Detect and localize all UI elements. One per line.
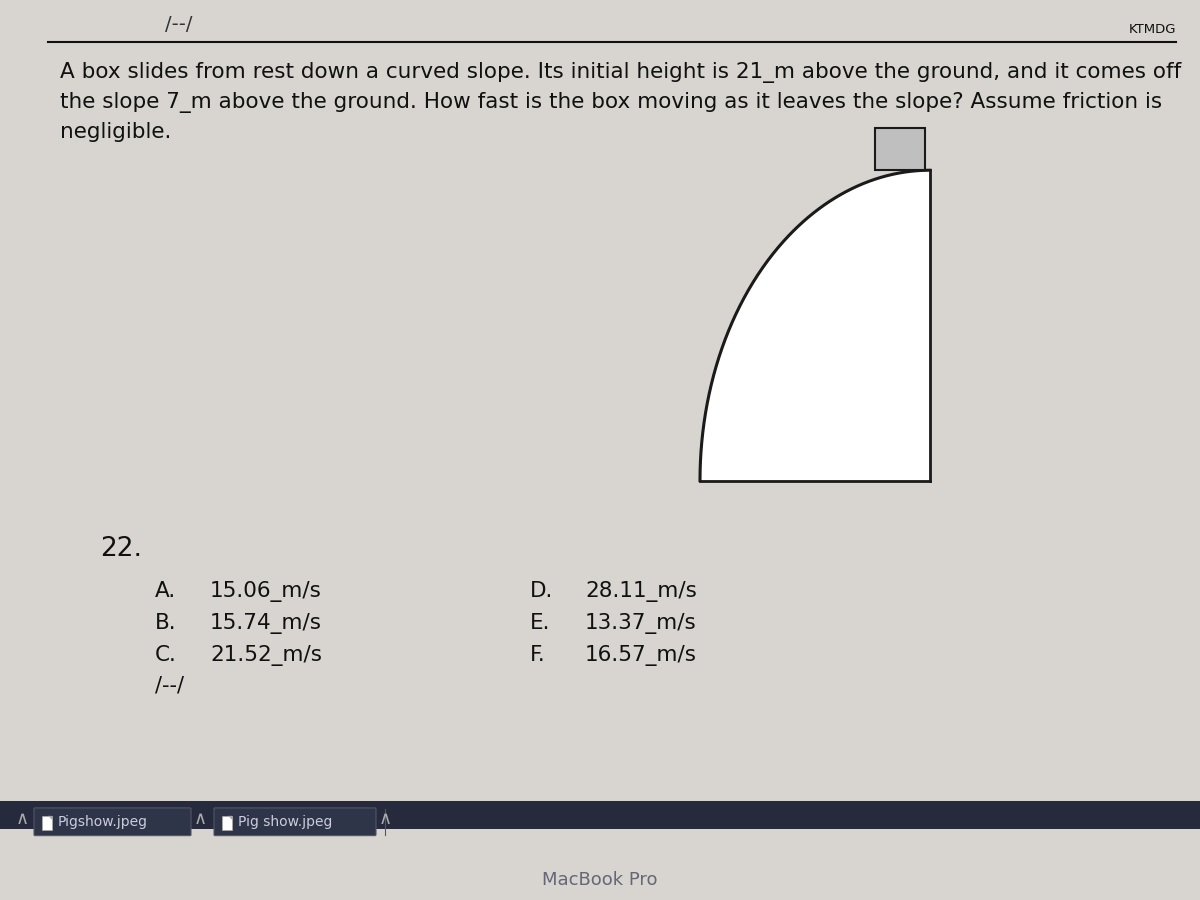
- Text: negligible.: negligible.: [60, 122, 172, 142]
- Text: A.: A.: [155, 580, 176, 600]
- Polygon shape: [228, 815, 232, 820]
- Bar: [42, 815, 52, 830]
- Text: 28.11_m/s: 28.11_m/s: [586, 580, 697, 602]
- Text: the slope 7_m above the ground. How fast is the box moving as it leaves the slop: the slope 7_m above the ground. How fast…: [60, 92, 1162, 113]
- Bar: [0, 801, 1200, 829]
- Text: KTMDG: KTMDG: [1128, 23, 1176, 36]
- Text: C.: C.: [155, 644, 176, 665]
- Text: 16.57_m/s: 16.57_m/s: [586, 644, 697, 666]
- Polygon shape: [48, 815, 52, 820]
- Text: ∧: ∧: [193, 810, 206, 828]
- Text: Pigshow.jpeg: Pigshow.jpeg: [58, 814, 148, 829]
- Text: 15.74_m/s: 15.74_m/s: [210, 613, 322, 634]
- Text: 15.06_m/s: 15.06_m/s: [210, 580, 322, 602]
- Text: /--/: /--/: [155, 676, 184, 696]
- Polygon shape: [700, 170, 930, 481]
- Text: A box slides from rest down a curved slope. Its initial height is 21_m above the: A box slides from rest down a curved slo…: [60, 62, 1181, 83]
- Text: ∧: ∧: [378, 810, 391, 828]
- FancyBboxPatch shape: [214, 808, 376, 835]
- Bar: [875, 128, 925, 170]
- Text: Pig show.jpeg: Pig show.jpeg: [238, 814, 332, 829]
- Text: E.: E.: [530, 613, 551, 633]
- Text: 22.: 22.: [100, 536, 142, 562]
- Text: 21.52_m/s: 21.52_m/s: [210, 644, 322, 666]
- Text: ∧: ∧: [16, 810, 29, 828]
- Text: 13.37_m/s: 13.37_m/s: [586, 613, 697, 634]
- FancyBboxPatch shape: [34, 808, 191, 835]
- Text: F.: F.: [530, 644, 546, 665]
- Text: MacBook Pro: MacBook Pro: [542, 871, 658, 889]
- Text: /--/: /--/: [166, 15, 192, 34]
- Bar: [222, 815, 232, 830]
- Text: B.: B.: [155, 613, 176, 633]
- Text: D.: D.: [530, 580, 553, 600]
